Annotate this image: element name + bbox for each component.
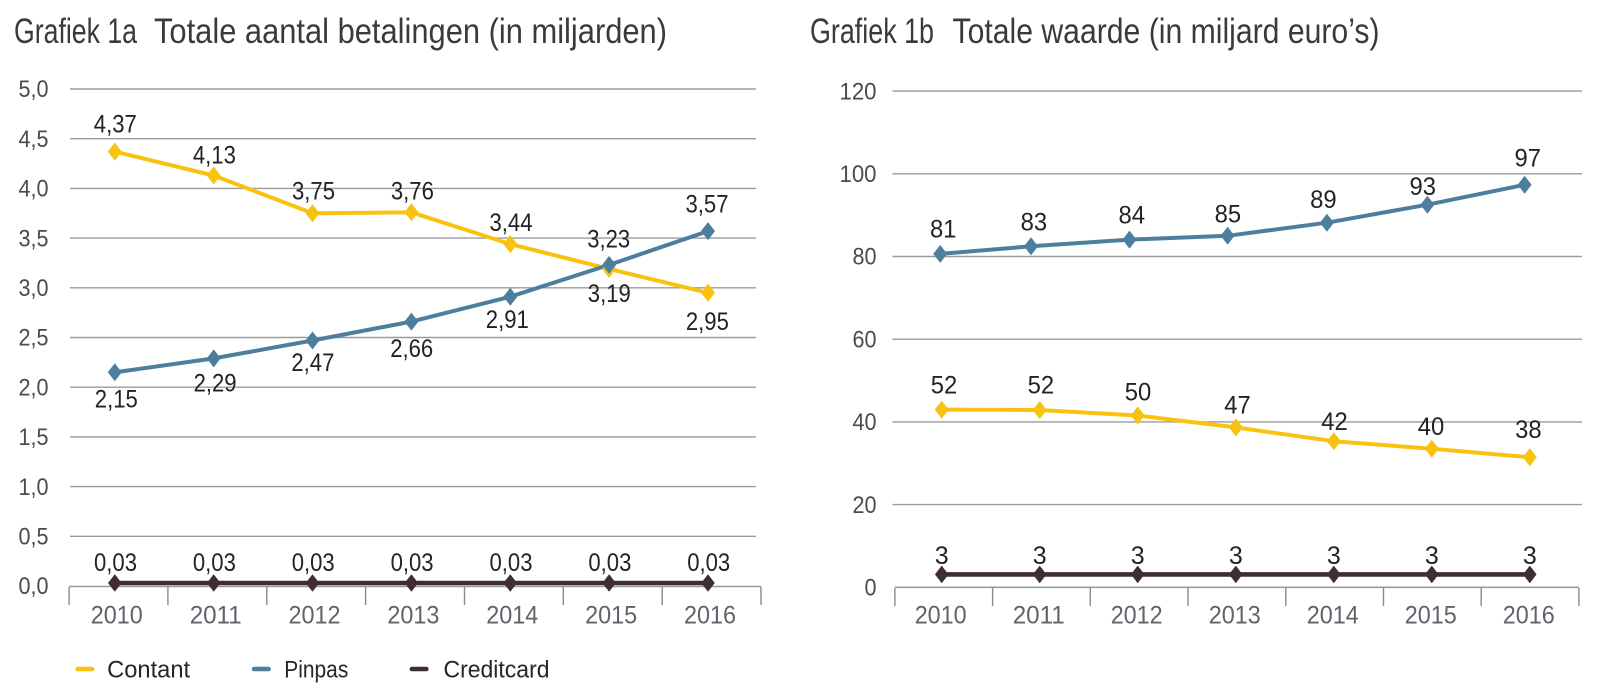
svg-text:2016: 2016 <box>684 602 736 630</box>
svg-text:120: 120 <box>840 78 877 105</box>
svg-text:2011: 2011 <box>1013 602 1065 630</box>
svg-text:2,47: 2,47 <box>291 349 334 377</box>
svg-text:52: 52 <box>931 372 958 400</box>
svg-text:2,5: 2,5 <box>19 325 49 352</box>
svg-text:80: 80 <box>853 244 877 271</box>
svg-text:3: 3 <box>1425 542 1439 570</box>
svg-text:3: 3 <box>1131 542 1145 570</box>
svg-text:2010: 2010 <box>91 602 143 630</box>
svg-text:2014: 2014 <box>1307 602 1359 630</box>
svg-text:3,76: 3,76 <box>391 178 434 206</box>
svg-text:Totale waarde (in miljard euro: Totale waarde (in miljard euro’s) <box>953 12 1380 51</box>
svg-text:2014: 2014 <box>486 602 538 630</box>
svg-text:Pinpas: Pinpas <box>284 657 348 684</box>
svg-text:0,03: 0,03 <box>193 549 236 577</box>
svg-text:3: 3 <box>1229 542 1243 570</box>
svg-text:40: 40 <box>853 409 877 436</box>
svg-text:2,29: 2,29 <box>194 369 237 397</box>
svg-text:3,0: 3,0 <box>19 275 49 302</box>
svg-text:2,15: 2,15 <box>95 386 138 414</box>
svg-text:0,03: 0,03 <box>391 549 434 577</box>
svg-text:0: 0 <box>865 575 877 602</box>
svg-text:2013: 2013 <box>1209 602 1261 630</box>
svg-text:100: 100 <box>840 161 877 188</box>
svg-text:2,95: 2,95 <box>686 308 729 336</box>
svg-text:42: 42 <box>1321 408 1348 436</box>
svg-text:2,91: 2,91 <box>486 306 529 334</box>
svg-text:2012: 2012 <box>289 602 341 630</box>
svg-text:97: 97 <box>1515 144 1542 172</box>
svg-text:40: 40 <box>1418 413 1445 441</box>
svg-text:4,5: 4,5 <box>19 126 49 153</box>
svg-text:93: 93 <box>1410 173 1437 201</box>
svg-text:2010: 2010 <box>915 602 967 630</box>
svg-text:2016: 2016 <box>1503 602 1555 630</box>
svg-text:52: 52 <box>1028 371 1055 399</box>
svg-text:0,0: 0,0 <box>19 573 49 600</box>
svg-text:84: 84 <box>1119 201 1146 229</box>
svg-text:1,0: 1,0 <box>19 474 49 501</box>
svg-text:47: 47 <box>1224 392 1251 420</box>
svg-text:1,5: 1,5 <box>19 424 49 451</box>
svg-text:Contant: Contant <box>107 657 190 684</box>
svg-text:2015: 2015 <box>1405 602 1457 630</box>
svg-text:2,0: 2,0 <box>19 374 49 401</box>
svg-text:Totale aantal betalingen (in m: Totale aantal betalingen (in miljarden) <box>154 12 667 51</box>
svg-text:38: 38 <box>1515 416 1542 444</box>
svg-text:4,0: 4,0 <box>19 176 49 203</box>
svg-text:2015: 2015 <box>585 602 637 630</box>
svg-text:0,03: 0,03 <box>588 549 631 577</box>
svg-text:83: 83 <box>1021 209 1048 237</box>
svg-text:Creditcard: Creditcard <box>444 657 550 684</box>
svg-text:20: 20 <box>853 492 877 519</box>
svg-text:4,13: 4,13 <box>193 141 236 169</box>
svg-text:3,5: 3,5 <box>19 225 49 252</box>
svg-text:60: 60 <box>853 326 877 353</box>
svg-text:2011: 2011 <box>190 602 242 630</box>
svg-text:3,19: 3,19 <box>588 280 631 308</box>
svg-text:3,44: 3,44 <box>490 209 533 237</box>
svg-text:4,37: 4,37 <box>94 110 137 138</box>
svg-text:3,75: 3,75 <box>292 178 335 206</box>
svg-text:89: 89 <box>1310 186 1337 214</box>
svg-text:3: 3 <box>1033 542 1047 570</box>
svg-text:3: 3 <box>935 542 949 570</box>
svg-text:3: 3 <box>1523 542 1537 570</box>
svg-text:5,0: 5,0 <box>19 76 49 103</box>
svg-text:0,03: 0,03 <box>687 549 730 577</box>
svg-text:2013: 2013 <box>387 602 439 630</box>
svg-text:0,03: 0,03 <box>94 549 137 577</box>
svg-text:3,57: 3,57 <box>686 191 729 219</box>
svg-text:Grafiek 1b: Grafiek 1b <box>810 12 934 51</box>
svg-text:50: 50 <box>1125 379 1152 407</box>
svg-text:81: 81 <box>930 215 957 243</box>
svg-text:85: 85 <box>1215 200 1242 228</box>
svg-text:0,03: 0,03 <box>292 549 335 577</box>
svg-text:0,5: 0,5 <box>19 524 49 551</box>
svg-text:2012: 2012 <box>1111 602 1163 630</box>
svg-text:3: 3 <box>1327 542 1341 570</box>
svg-text:3,23: 3,23 <box>587 226 630 254</box>
svg-text:2,66: 2,66 <box>390 335 433 363</box>
svg-text:Grafiek 1a: Grafiek 1a <box>14 12 137 51</box>
svg-text:0,03: 0,03 <box>490 549 533 577</box>
